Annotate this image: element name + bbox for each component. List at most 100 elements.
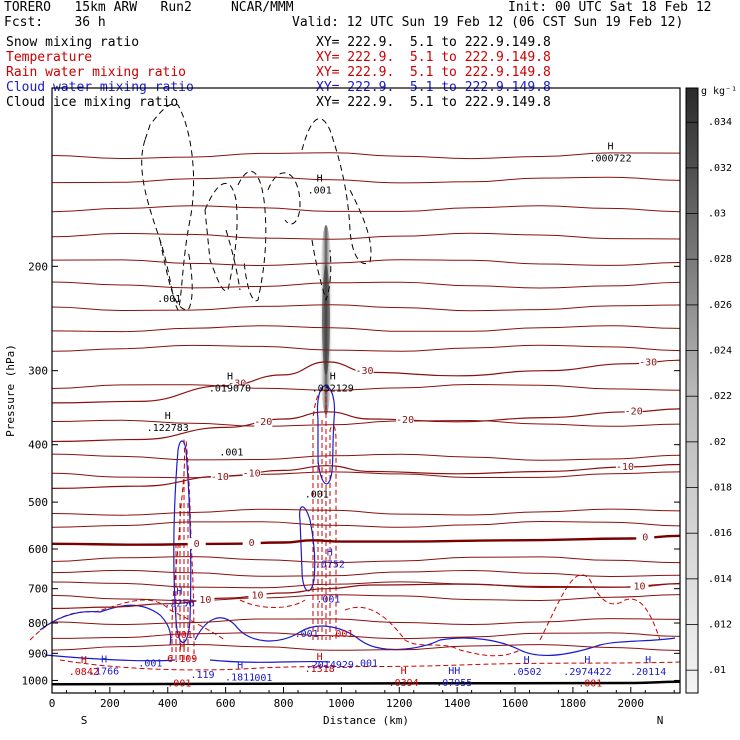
isotherm-label: 0 <box>249 538 255 549</box>
field-snow-xy: XY= 222.9. 5.1 to 222.9.149.8 <box>316 35 551 50</box>
colorbar-tick-label: .022 <box>708 391 732 402</box>
isotherm-lines <box>51 152 681 651</box>
valid-time: Valid: 12 UTC Sun 19 Feb 12 (06 CST Sun … <box>292 15 684 30</box>
isotherm-line <box>51 453 681 461</box>
colorbar-tick-label: .032 <box>708 163 732 174</box>
x-tick-label: 2000 <box>618 697 645 710</box>
y-tick-label: 1000 <box>22 674 49 687</box>
isotherm-label: 10 <box>199 595 211 606</box>
contour-value: .001 <box>316 594 340 605</box>
high-marker: H <box>227 372 233 383</box>
y-tick-label: 900 <box>28 647 48 660</box>
x-tick-label: 200 <box>100 697 120 710</box>
x-tick-label: 800 <box>274 697 294 710</box>
contour-value: .0842 <box>69 667 99 678</box>
colorbar-tick-label: .012 <box>708 620 732 631</box>
isotherm-line <box>51 569 681 578</box>
y-tick-label: 800 <box>28 617 48 630</box>
isotherm-label: -20 <box>396 415 414 426</box>
contour-value: 6.109 <box>167 654 197 665</box>
x-axis: 0 200 400 600 800 1000 1200 1400 1600 1800 2000 Dis… <box>49 687 675 727</box>
contour-value: .122783 <box>147 423 189 434</box>
isotherm-label-bg <box>242 467 261 479</box>
contour-value: .001 <box>169 630 193 641</box>
contour-value: .001 <box>578 679 602 690</box>
isotherm-label-bg <box>624 405 643 417</box>
isotherm-line <box>51 643 681 651</box>
surface-line <box>51 680 681 686</box>
isotherm-label-bg <box>242 537 261 549</box>
colorbar-tick-label: .02 <box>708 437 726 448</box>
isotherm-line <box>51 419 681 427</box>
isotherm-label: -30 <box>356 366 374 377</box>
isotherm-line <box>51 325 681 333</box>
isotherm-line <box>51 281 681 289</box>
colorbar-tick-label: .014 <box>708 574 732 585</box>
cloud-water-contours <box>39 385 676 663</box>
isotherm-line <box>51 232 681 240</box>
isotherm-label: -20 <box>254 417 272 428</box>
field-snow-name: Snow mixing ratio <box>6 35 140 50</box>
isotherm-label-bg <box>254 415 273 427</box>
x-tick-label: 0 <box>49 697 56 710</box>
colorbar-unit: g kg⁻¹ <box>701 86 737 97</box>
y-tick-label: 700 <box>28 583 48 596</box>
contour-value: .001 <box>167 679 191 690</box>
contour-value: .001 <box>138 659 162 670</box>
contour-value: .20114 <box>630 667 666 678</box>
isotherm-label: 0 <box>194 539 200 550</box>
isotherm-label-bg <box>630 580 649 592</box>
isotherm-label-bg <box>248 589 267 601</box>
x-tick-label: 600 <box>216 697 236 710</box>
isotherm-line <box>51 581 681 589</box>
high-marker: H <box>101 655 107 666</box>
isotherm-line <box>51 383 681 391</box>
high-marker: HH <box>448 666 460 677</box>
x-tick-label: 1800 <box>560 697 587 710</box>
colorbar-ramp <box>685 87 699 694</box>
contour-value: .001 <box>248 673 272 684</box>
isotherm-line <box>51 594 681 602</box>
x-axis-label: Distance (km) <box>323 714 409 727</box>
colorbar-tick-label: .01 <box>708 665 726 676</box>
colorbar-tick-label: .026 <box>708 300 732 311</box>
cloud-ice-shading-core <box>322 265 330 375</box>
y-tick-label: 200 <box>28 260 48 273</box>
x-tick-label: 1200 <box>386 697 413 710</box>
y-tick-label: 600 <box>28 543 48 556</box>
x-tick-label: 1600 <box>502 697 529 710</box>
field-rain-name: Rain water mixing ratio <box>6 65 187 80</box>
isotherm-line <box>51 632 681 640</box>
isotherm-label-bg <box>187 538 206 550</box>
colorbar-tick-label: .016 <box>708 528 732 539</box>
high-marker: H <box>330 372 336 383</box>
x-end-label-left: S <box>81 714 88 727</box>
contour-value: .001 <box>305 489 329 500</box>
model-title: TORERO 15km ARW Run2 NCAR/MMM <box>4 0 294 15</box>
colorbar-tick-label: .03 <box>708 209 726 220</box>
contour-value: .000722 <box>589 154 631 165</box>
high-marker: H <box>165 411 171 422</box>
x-tick-label: 1000 <box>328 697 355 710</box>
contour-value: .1318 <box>305 664 335 675</box>
contour-value: .032129 <box>312 384 354 395</box>
contour-value: .1811 <box>225 672 255 683</box>
field-rain-xy: XY= 222.9. 5.1 to 222.9.149.8 <box>316 65 551 80</box>
isotherm-label-bg <box>228 377 247 389</box>
contour-value: .0752 <box>315 559 345 570</box>
contour-value: .0394 <box>389 678 419 689</box>
isotherm-line <box>51 556 681 564</box>
field-cloud-ice-name: Cloud ice mixing ratio <box>6 95 179 110</box>
contour-value: .001 <box>308 186 332 197</box>
isotherm--30 <box>51 359 681 404</box>
isotherm-line <box>51 508 681 516</box>
isotherm-label-bg <box>396 414 415 426</box>
high-marker: H <box>237 660 243 671</box>
high-marker: H <box>524 655 530 666</box>
isotherm-0 <box>51 534 681 546</box>
high-marker: H <box>608 142 614 153</box>
init-time: Init: 00 UTC Sat 18 Feb 12 <box>508 0 712 15</box>
isotherm-label: 10 <box>633 582 645 593</box>
